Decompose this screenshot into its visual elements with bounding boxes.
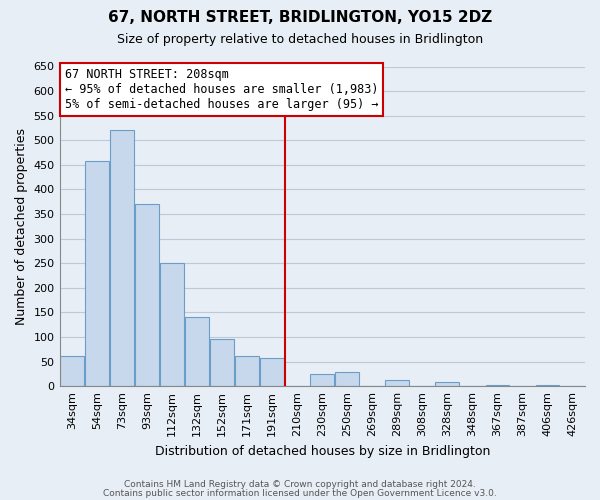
Bar xyxy=(385,380,409,386)
Bar xyxy=(536,385,559,386)
Y-axis label: Number of detached properties: Number of detached properties xyxy=(15,128,28,325)
Bar xyxy=(310,374,334,386)
Bar xyxy=(60,356,84,386)
X-axis label: Distribution of detached houses by size in Bridlington: Distribution of detached houses by size … xyxy=(155,444,490,458)
Text: 67, NORTH STREET, BRIDLINGTON, YO15 2DZ: 67, NORTH STREET, BRIDLINGTON, YO15 2DZ xyxy=(108,10,492,25)
Bar xyxy=(110,130,134,386)
Bar xyxy=(235,356,259,386)
Text: Contains HM Land Registry data © Crown copyright and database right 2024.: Contains HM Land Registry data © Crown c… xyxy=(124,480,476,489)
Bar xyxy=(260,358,284,386)
Bar xyxy=(436,382,459,386)
Bar xyxy=(85,162,109,386)
Bar xyxy=(485,384,509,386)
Bar xyxy=(160,263,184,386)
Text: 67 NORTH STREET: 208sqm
← 95% of detached houses are smaller (1,983)
5% of semi-: 67 NORTH STREET: 208sqm ← 95% of detache… xyxy=(65,68,378,111)
Bar xyxy=(210,340,234,386)
Bar xyxy=(335,372,359,386)
Text: Size of property relative to detached houses in Bridlington: Size of property relative to detached ho… xyxy=(117,32,483,46)
Bar xyxy=(135,204,159,386)
Bar xyxy=(185,318,209,386)
Text: Contains public sector information licensed under the Open Government Licence v3: Contains public sector information licen… xyxy=(103,489,497,498)
